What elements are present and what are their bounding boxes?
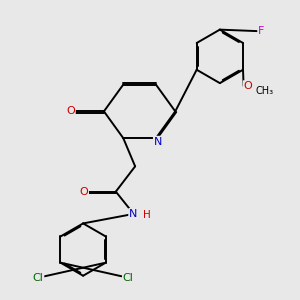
Text: H: H — [143, 210, 151, 220]
Text: CH₃: CH₃ — [256, 85, 274, 96]
Text: N: N — [154, 137, 162, 147]
Text: O: O — [244, 81, 253, 91]
Text: Cl: Cl — [32, 273, 44, 283]
Text: O: O — [79, 187, 88, 196]
Text: N: N — [129, 209, 137, 219]
Text: Cl: Cl — [123, 273, 134, 283]
Text: F: F — [258, 26, 265, 36]
Text: O: O — [66, 106, 75, 116]
